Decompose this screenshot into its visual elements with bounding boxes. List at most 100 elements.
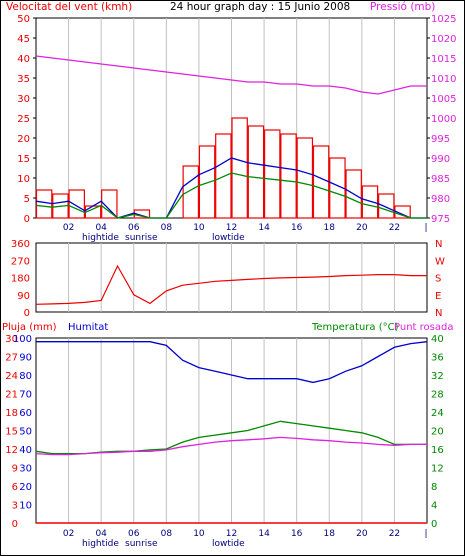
panel-1-y-left-tick: 40: [17, 54, 30, 65]
panel-3-y-middle-tick: 30: [19, 464, 32, 475]
panel-1-y-right-tick: 1015: [431, 54, 456, 65]
panel-3-x-tick-label: 02: [63, 529, 74, 539]
humidity-line: [36, 341, 428, 384]
panel-3-y-right-tick: 24: [431, 408, 444, 419]
panel-3-y-middle-tick: 80: [19, 371, 32, 382]
rain-axis-label: Pluja (mm): [2, 322, 57, 333]
dewpoint-axis-label: Punt rosada: [394, 322, 453, 333]
panel-3-y-left-tick: 15: [5, 427, 18, 438]
panel-2-y-left-tick: 90: [17, 291, 30, 302]
marker-hightide-3: hightide: [82, 539, 119, 549]
panel-3-y-right-tick: 40: [431, 334, 444, 345]
wind-min-line: [35, 172, 427, 219]
panel-3-y-right-tick: 16: [431, 445, 444, 456]
panel-1-y-right-tick: 990: [431, 154, 450, 165]
panel-1-x-tick-label: 22: [389, 223, 400, 233]
panel-3-x-tick-label: 06: [128, 529, 140, 539]
marker-sunrise-3: sunrise: [125, 539, 158, 549]
panel-2-y-left-tick: 270: [11, 256, 30, 267]
panel-1-y-left-tick: 15: [17, 154, 30, 165]
panel-3-x-tick-label: 08: [161, 529, 173, 539]
header-left-title: Velocitat del vent (kmh): [6, 1, 132, 13]
wind-gust-bar: [247, 125, 265, 219]
panel-3-x-tick-label: 18: [324, 529, 336, 539]
panel-3-y-right-tick: 20: [431, 427, 444, 438]
panel-1-y-right-tick: 995: [431, 134, 450, 145]
panel-3-x-tick-label: 22: [389, 529, 400, 539]
panel-3-y-left-tick: 18: [5, 408, 18, 419]
wind-gust-bar: [329, 157, 346, 219]
panel-1-x-tick-label: 06: [128, 223, 140, 233]
panel-3-y-left-tick: 0: [12, 519, 18, 530]
panel-2-y-left-tick: 360: [11, 239, 30, 250]
wind-gust-bar: [296, 137, 314, 219]
panel-2-y-right-tick: W: [435, 256, 445, 267]
panel-2-y-right-tick: E: [435, 291, 441, 302]
panel-3-y-middle-tick: 60: [19, 408, 32, 419]
wind-gust-bar: [215, 133, 232, 219]
panel-1-y-right-tick: 1010: [431, 74, 456, 85]
panel-3-x-tick-label: 16: [291, 529, 303, 539]
panel-3-y-middle-tick: 90: [19, 353, 32, 364]
panel-1-y-left-tick: 20: [17, 134, 30, 145]
panel-1-y-left-tick: 25: [17, 114, 30, 125]
panel-3-y-left-tick: 21: [5, 390, 18, 401]
panel-3-y-middle-tick: 70: [19, 390, 32, 401]
panel-1-x-tick-label: 12: [226, 223, 237, 233]
wind-direction-line: [35, 264, 427, 305]
panel-3-y-right-tick: 8: [431, 482, 437, 493]
wind-gust-bar: [361, 185, 379, 219]
panel-3-y-middle-tick: 100: [13, 334, 32, 345]
marker-lowtide-1: lowtide: [212, 233, 245, 243]
panel-3-y-left-tick: 12: [5, 445, 18, 456]
panel-1-y-right-tick: 980: [431, 194, 450, 205]
marker-sunrise-1: sunrise: [125, 233, 158, 243]
panel-2-y-right-tick: N: [435, 308, 442, 319]
panel-1-y-left-tick: 10: [17, 174, 30, 185]
panel-1-y-right-tick: 1025: [431, 14, 456, 25]
panel-1-x-end-tick: |: [424, 223, 427, 233]
panel-2-y-left-tick: 180: [11, 274, 30, 285]
wind-gust-bar: [263, 129, 281, 219]
wind-gust-bar: [198, 145, 216, 219]
panel-3-y-middle-tick: 40: [19, 445, 32, 456]
panel-3-y-left-tick: 6: [12, 482, 18, 493]
panel-1-y-left-tick: 50: [17, 14, 30, 25]
header-center-title: 24 hour graph day : 15 Junio 2008: [170, 1, 350, 13]
marker-hightide-1: hightide: [82, 233, 119, 243]
panel-3-x-tick-label: 20: [356, 529, 368, 539]
panel-3-y-middle-tick: 50: [19, 427, 32, 438]
panel-2-y-right-tick: S: [435, 274, 441, 285]
pressure-line: [35, 55, 427, 95]
panel-3-y-right-tick: 32: [431, 371, 444, 382]
panel-1-y-left-tick: 0: [24, 214, 30, 225]
panel-3-x-tick-label: 12: [226, 529, 237, 539]
panel-3-x-tick-label: 04: [95, 529, 107, 539]
panel-1-x-tick-label: 02: [63, 223, 74, 233]
panel-3-x-end-tick: |: [424, 529, 427, 539]
marker-lowtide-3: lowtide: [212, 539, 245, 549]
panel-1-y-left-tick: 35: [17, 74, 30, 85]
panel-1-x-tick-label: 04: [95, 223, 107, 233]
wind-gust-bar: [182, 165, 200, 219]
panel-1-y-right-tick: 985: [431, 174, 450, 185]
header-right-title: Pressió (mb): [370, 1, 435, 13]
wind-gust-bar: [68, 189, 85, 219]
panel-3-y-right-tick: 4: [431, 501, 437, 512]
panel-1-y-right-tick: 1005: [431, 94, 456, 105]
panel-3-y-middle-tick: 10: [19, 501, 32, 512]
panel-3-y-middle-tick: 20: [19, 482, 32, 493]
panel-3-y-right-tick: 28: [431, 390, 444, 401]
panel-3-y-left-tick: 3: [12, 501, 18, 512]
panel-3-y-right-tick: 36: [431, 353, 444, 364]
panel-1-y-right-tick: 975: [431, 214, 450, 225]
panel-3-y-left-tick: 30: [5, 334, 18, 345]
wind-gust-bar: [345, 169, 362, 219]
panel-1-x-tick-label: 18: [324, 223, 336, 233]
panel-1-x-tick-label: 14: [258, 223, 270, 233]
panel-2-y-right-tick: N: [435, 239, 442, 250]
panel-1-x-tick-label: 20: [356, 223, 368, 233]
humidity-axis-label: Humitat: [68, 322, 108, 333]
panel-3-y-left-tick: 9: [12, 464, 18, 475]
